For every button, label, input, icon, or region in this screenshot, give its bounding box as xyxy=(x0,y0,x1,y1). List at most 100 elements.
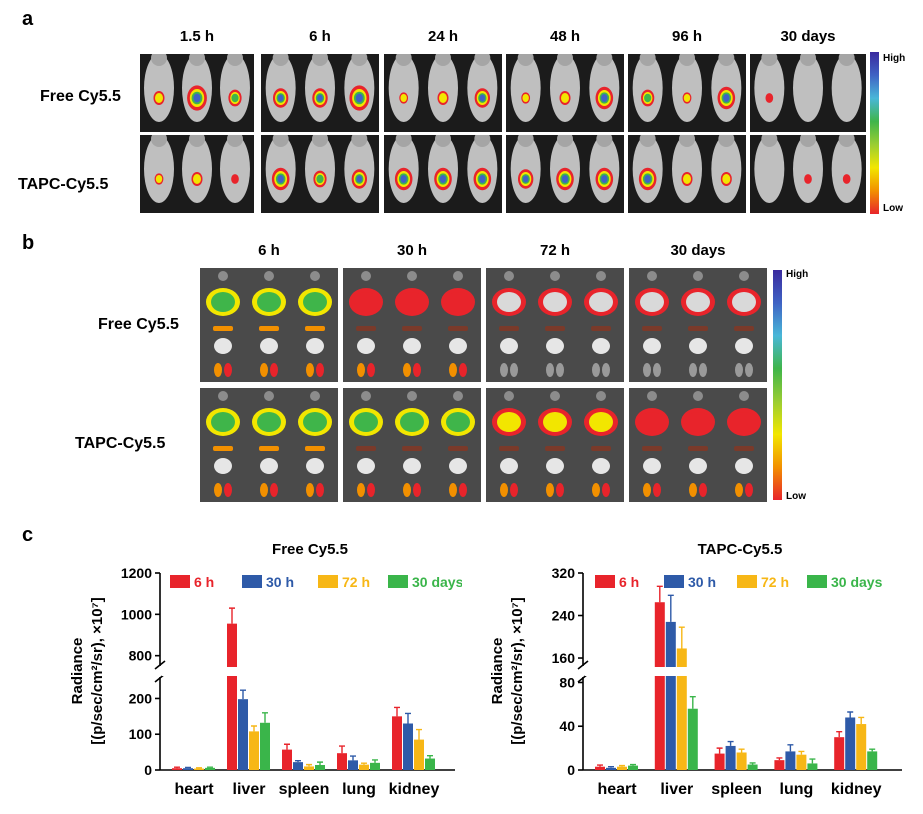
organ-image-tile xyxy=(200,268,338,382)
y-axis-unit-label: [(p/sec/cm²/sr), ×10⁷] xyxy=(509,597,526,745)
error-bar xyxy=(295,760,301,763)
legend-swatch xyxy=(807,575,827,588)
chart-2-tapc-cy55: 0 40 80 160 240 320 Radiance [(p/sec/cm²/sr), ×… xyxy=(489,565,904,798)
panel-b-time-3: 72 h xyxy=(539,242,570,259)
error-bar xyxy=(427,754,433,759)
panel-a-time-6: 30 days xyxy=(780,28,836,45)
x-tick-label: kidney xyxy=(389,781,440,798)
panel-a-time-4: 48 h xyxy=(549,28,580,45)
x-tick-label: liver xyxy=(660,781,693,798)
bar xyxy=(293,762,303,770)
y-tick-label: 1000 xyxy=(121,606,152,622)
error-bar xyxy=(196,767,202,769)
axis-break-gap xyxy=(162,667,457,676)
error-bar xyxy=(251,725,257,732)
panel-b-row-free: Free Cy5.5 xyxy=(98,316,179,333)
x-tick-label: heart xyxy=(174,781,214,798)
mouse-image-tile xyxy=(384,135,502,213)
error-bar xyxy=(787,744,794,752)
panel-c-label: c xyxy=(22,524,34,546)
y-tick-label: 200 xyxy=(129,690,153,706)
legend-label: 72 h xyxy=(761,574,789,590)
error-bar xyxy=(306,763,312,767)
chart-1-title: Free Cy5.5 xyxy=(272,541,348,558)
chart-2-title: TAPC-Cy5.5 xyxy=(697,541,783,558)
legend-label: 30 h xyxy=(266,574,294,590)
y-tick-label: 800 xyxy=(129,648,153,664)
panel-a-time-3: 24 h xyxy=(427,28,458,45)
x-tick-label: liver xyxy=(233,781,266,798)
y-tick-label: 1200 xyxy=(121,565,152,581)
x-tick-label: lung xyxy=(342,781,376,798)
mouse-image-tile xyxy=(506,54,624,132)
x-tick-label: lung xyxy=(780,781,814,798)
bar xyxy=(238,699,248,770)
error-bar xyxy=(630,763,636,766)
y-tick-label: 100 xyxy=(129,726,153,742)
error-bar xyxy=(656,585,663,603)
panel-a-time-2: 6 h xyxy=(309,28,331,45)
legend-swatch xyxy=(242,575,262,588)
panel-a-time-5: 96 h xyxy=(671,28,702,45)
bar xyxy=(774,760,785,770)
bar xyxy=(687,708,698,770)
bar xyxy=(807,763,818,770)
error-bar xyxy=(678,626,685,649)
error-bar xyxy=(262,712,268,723)
mouse-image-tile xyxy=(140,54,254,132)
bar xyxy=(183,768,193,770)
bar xyxy=(249,731,259,770)
legend-swatch xyxy=(595,575,615,588)
organ-image-tile xyxy=(629,268,767,382)
legend-label: 72 h xyxy=(342,574,370,590)
y-tick-label: 0 xyxy=(144,762,152,778)
bar xyxy=(282,749,292,770)
bar xyxy=(606,767,616,770)
error-bar xyxy=(738,748,745,753)
x-tick-label: spleen xyxy=(279,781,330,798)
error-bar xyxy=(869,748,876,752)
axis-break-gap xyxy=(585,667,904,676)
panel-b-time-2: 30 h xyxy=(396,242,427,259)
panel-a-row-tapc: TAPC-Cy5.5 xyxy=(18,176,109,193)
legend-swatch xyxy=(664,575,684,588)
bar xyxy=(796,754,807,770)
y-tick-label: 240 xyxy=(552,608,576,624)
y-axis-label: Radiance xyxy=(489,638,506,705)
organ-image-tile xyxy=(629,388,767,502)
x-tick-label: kidney xyxy=(831,781,882,798)
x-tick-label: heart xyxy=(597,781,637,798)
bar xyxy=(425,758,435,770)
mouse-image-tile xyxy=(750,54,866,132)
legend-label: 6 h xyxy=(194,574,214,590)
error-bar xyxy=(716,747,723,754)
error-bar xyxy=(798,750,805,755)
error-bar xyxy=(240,689,246,700)
legend-swatch xyxy=(170,575,190,588)
legend-label: 6 h xyxy=(619,574,639,590)
bar xyxy=(725,745,736,770)
bar xyxy=(736,752,747,770)
bar xyxy=(359,764,369,770)
organ-image-tile xyxy=(486,388,624,502)
panel-b-scale-low: Low xyxy=(786,491,806,502)
legend-label: 30 days xyxy=(412,574,462,590)
mouse-image-tile xyxy=(628,135,746,213)
bar xyxy=(785,751,796,770)
error-bar xyxy=(749,762,756,765)
error-bar xyxy=(847,711,854,718)
bar xyxy=(747,764,758,770)
bar xyxy=(304,766,314,770)
error-bar xyxy=(350,755,356,761)
bar xyxy=(414,739,424,770)
error-bar xyxy=(727,740,734,746)
panel-a-row-free: Free Cy5.5 xyxy=(40,88,121,105)
legend-swatch xyxy=(318,575,338,588)
error-bar xyxy=(361,762,367,765)
panel-a-color-scale xyxy=(870,52,879,214)
mouse-image-tile xyxy=(140,135,254,213)
legend-swatch xyxy=(737,575,757,588)
error-bar xyxy=(185,766,191,769)
bar xyxy=(348,760,358,770)
error-bar xyxy=(597,764,603,767)
